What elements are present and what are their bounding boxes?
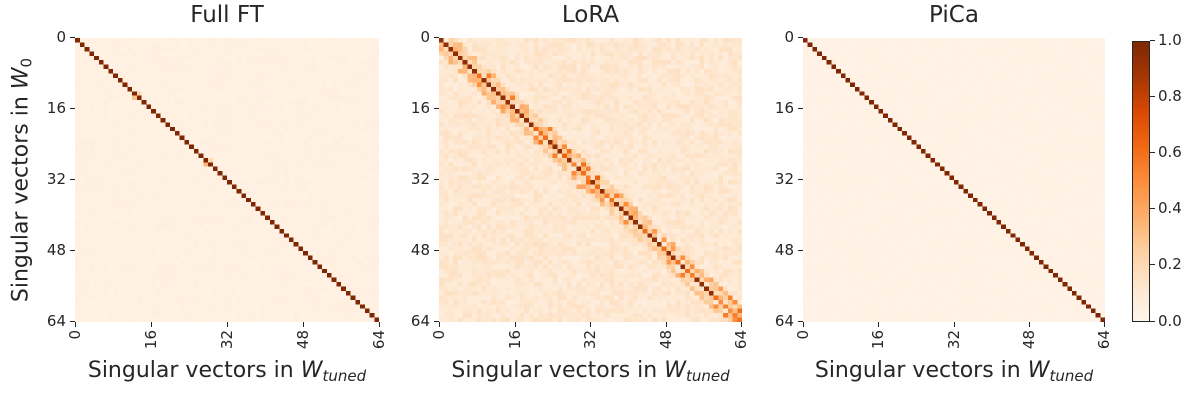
x-tick-mark [590, 322, 592, 327]
y-tick-32: 32 [400, 170, 439, 188]
x-axis-label-lora: Singular vectors in Wtuned [424, 358, 757, 385]
y-tick-48: 48 [400, 241, 439, 259]
colorbar-tick-0.0: 0.0 [1150, 312, 1182, 330]
x-tick-64: 64 [370, 330, 388, 350]
x-axis-label-var: W [300, 358, 323, 383]
x-tick-mark [75, 322, 77, 327]
x-tick-mark [303, 322, 305, 327]
x-tick-0: 0 [66, 330, 84, 340]
y-tick-32: 32 [764, 170, 803, 188]
x-tick-48: 48 [1020, 330, 1038, 350]
x-tick-16: 16 [506, 330, 524, 350]
y-tick-64: 64 [400, 312, 439, 330]
y-axis-label-sub: 0 [17, 57, 36, 68]
x-axis-label-full-ft: Singular vectors in Wtuned [60, 358, 394, 385]
x-axis-label-sub: tuned [322, 367, 367, 385]
x-tick-0: 0 [794, 330, 812, 340]
x-tick-32: 32 [218, 330, 236, 350]
y-tick-0: 0 [36, 28, 75, 46]
heatmap-full-ft [75, 38, 379, 322]
y-tick-0: 0 [400, 28, 439, 46]
x-tick-16: 16 [142, 330, 160, 350]
chart-title-full-ft: Full FT [190, 2, 264, 28]
colorbar-tick-1.0: 1.0 [1150, 31, 1182, 49]
x-axis-label-sub: tuned [1049, 367, 1094, 385]
x-tick-mark [741, 322, 743, 327]
x-tick-mark [151, 322, 153, 327]
x-tick-mark [878, 322, 880, 327]
x-axis-label-var: W [664, 358, 686, 383]
y-tick-64: 64 [36, 312, 75, 330]
colorbar [1132, 41, 1150, 322]
x-tick-mark [803, 322, 805, 327]
y-tick-16: 16 [400, 99, 439, 117]
y-axis-label-var: W [8, 67, 34, 90]
colorbar-tick-0.2: 0.2 [1150, 255, 1182, 273]
x-tick-64: 64 [1095, 330, 1113, 350]
x-tick-48: 48 [294, 330, 312, 350]
x-axis-label-pica: Singular vectors in Wtuned [788, 358, 1120, 385]
x-tick-mark [666, 322, 668, 327]
y-tick-48: 48 [36, 241, 75, 259]
x-axis-label-var: W [1027, 358, 1050, 383]
x-tick-mark [439, 322, 441, 327]
x-tick-mark [515, 322, 517, 327]
x-tick-mark [379, 322, 381, 327]
colorbar-tick-0.6: 0.6 [1150, 143, 1182, 161]
x-axis-label-text: Singular vectors in [814, 358, 1028, 383]
x-axis-label-text: Singular vectors in [451, 358, 665, 383]
y-tick-64: 64 [764, 312, 803, 330]
x-tick-16: 16 [869, 330, 887, 350]
y-axis-label: Singular vectors in W0 [9, 58, 36, 302]
x-tick-48: 48 [657, 330, 675, 350]
x-axis-label-text: Singular vectors in [87, 358, 301, 383]
y-tick-48: 48 [764, 241, 803, 259]
heatmap-lora [439, 38, 742, 322]
x-tick-32: 32 [945, 330, 963, 350]
y-tick-0: 0 [764, 28, 803, 46]
y-tick-32: 32 [36, 170, 75, 188]
y-tick-16: 16 [36, 99, 75, 117]
colorbar-tick-0.8: 0.8 [1150, 87, 1182, 105]
y-tick-16: 16 [764, 99, 803, 117]
x-tick-mark [227, 322, 229, 327]
chart-title-pica: PiCa [929, 2, 979, 28]
x-tick-mark [954, 322, 956, 327]
heatmap-pica [803, 38, 1105, 322]
x-tick-64: 64 [732, 330, 750, 350]
x-tick-mark [1029, 322, 1031, 327]
y-axis-label-text: Singular vectors in [8, 89, 34, 303]
colorbar-tick-0.4: 0.4 [1150, 199, 1182, 217]
x-tick-0: 0 [430, 330, 448, 340]
x-tick-mark [1104, 322, 1106, 327]
x-axis-label-sub: tuned [685, 367, 730, 385]
x-tick-32: 32 [581, 330, 599, 350]
chart-title-lora: LoRA [561, 2, 620, 28]
